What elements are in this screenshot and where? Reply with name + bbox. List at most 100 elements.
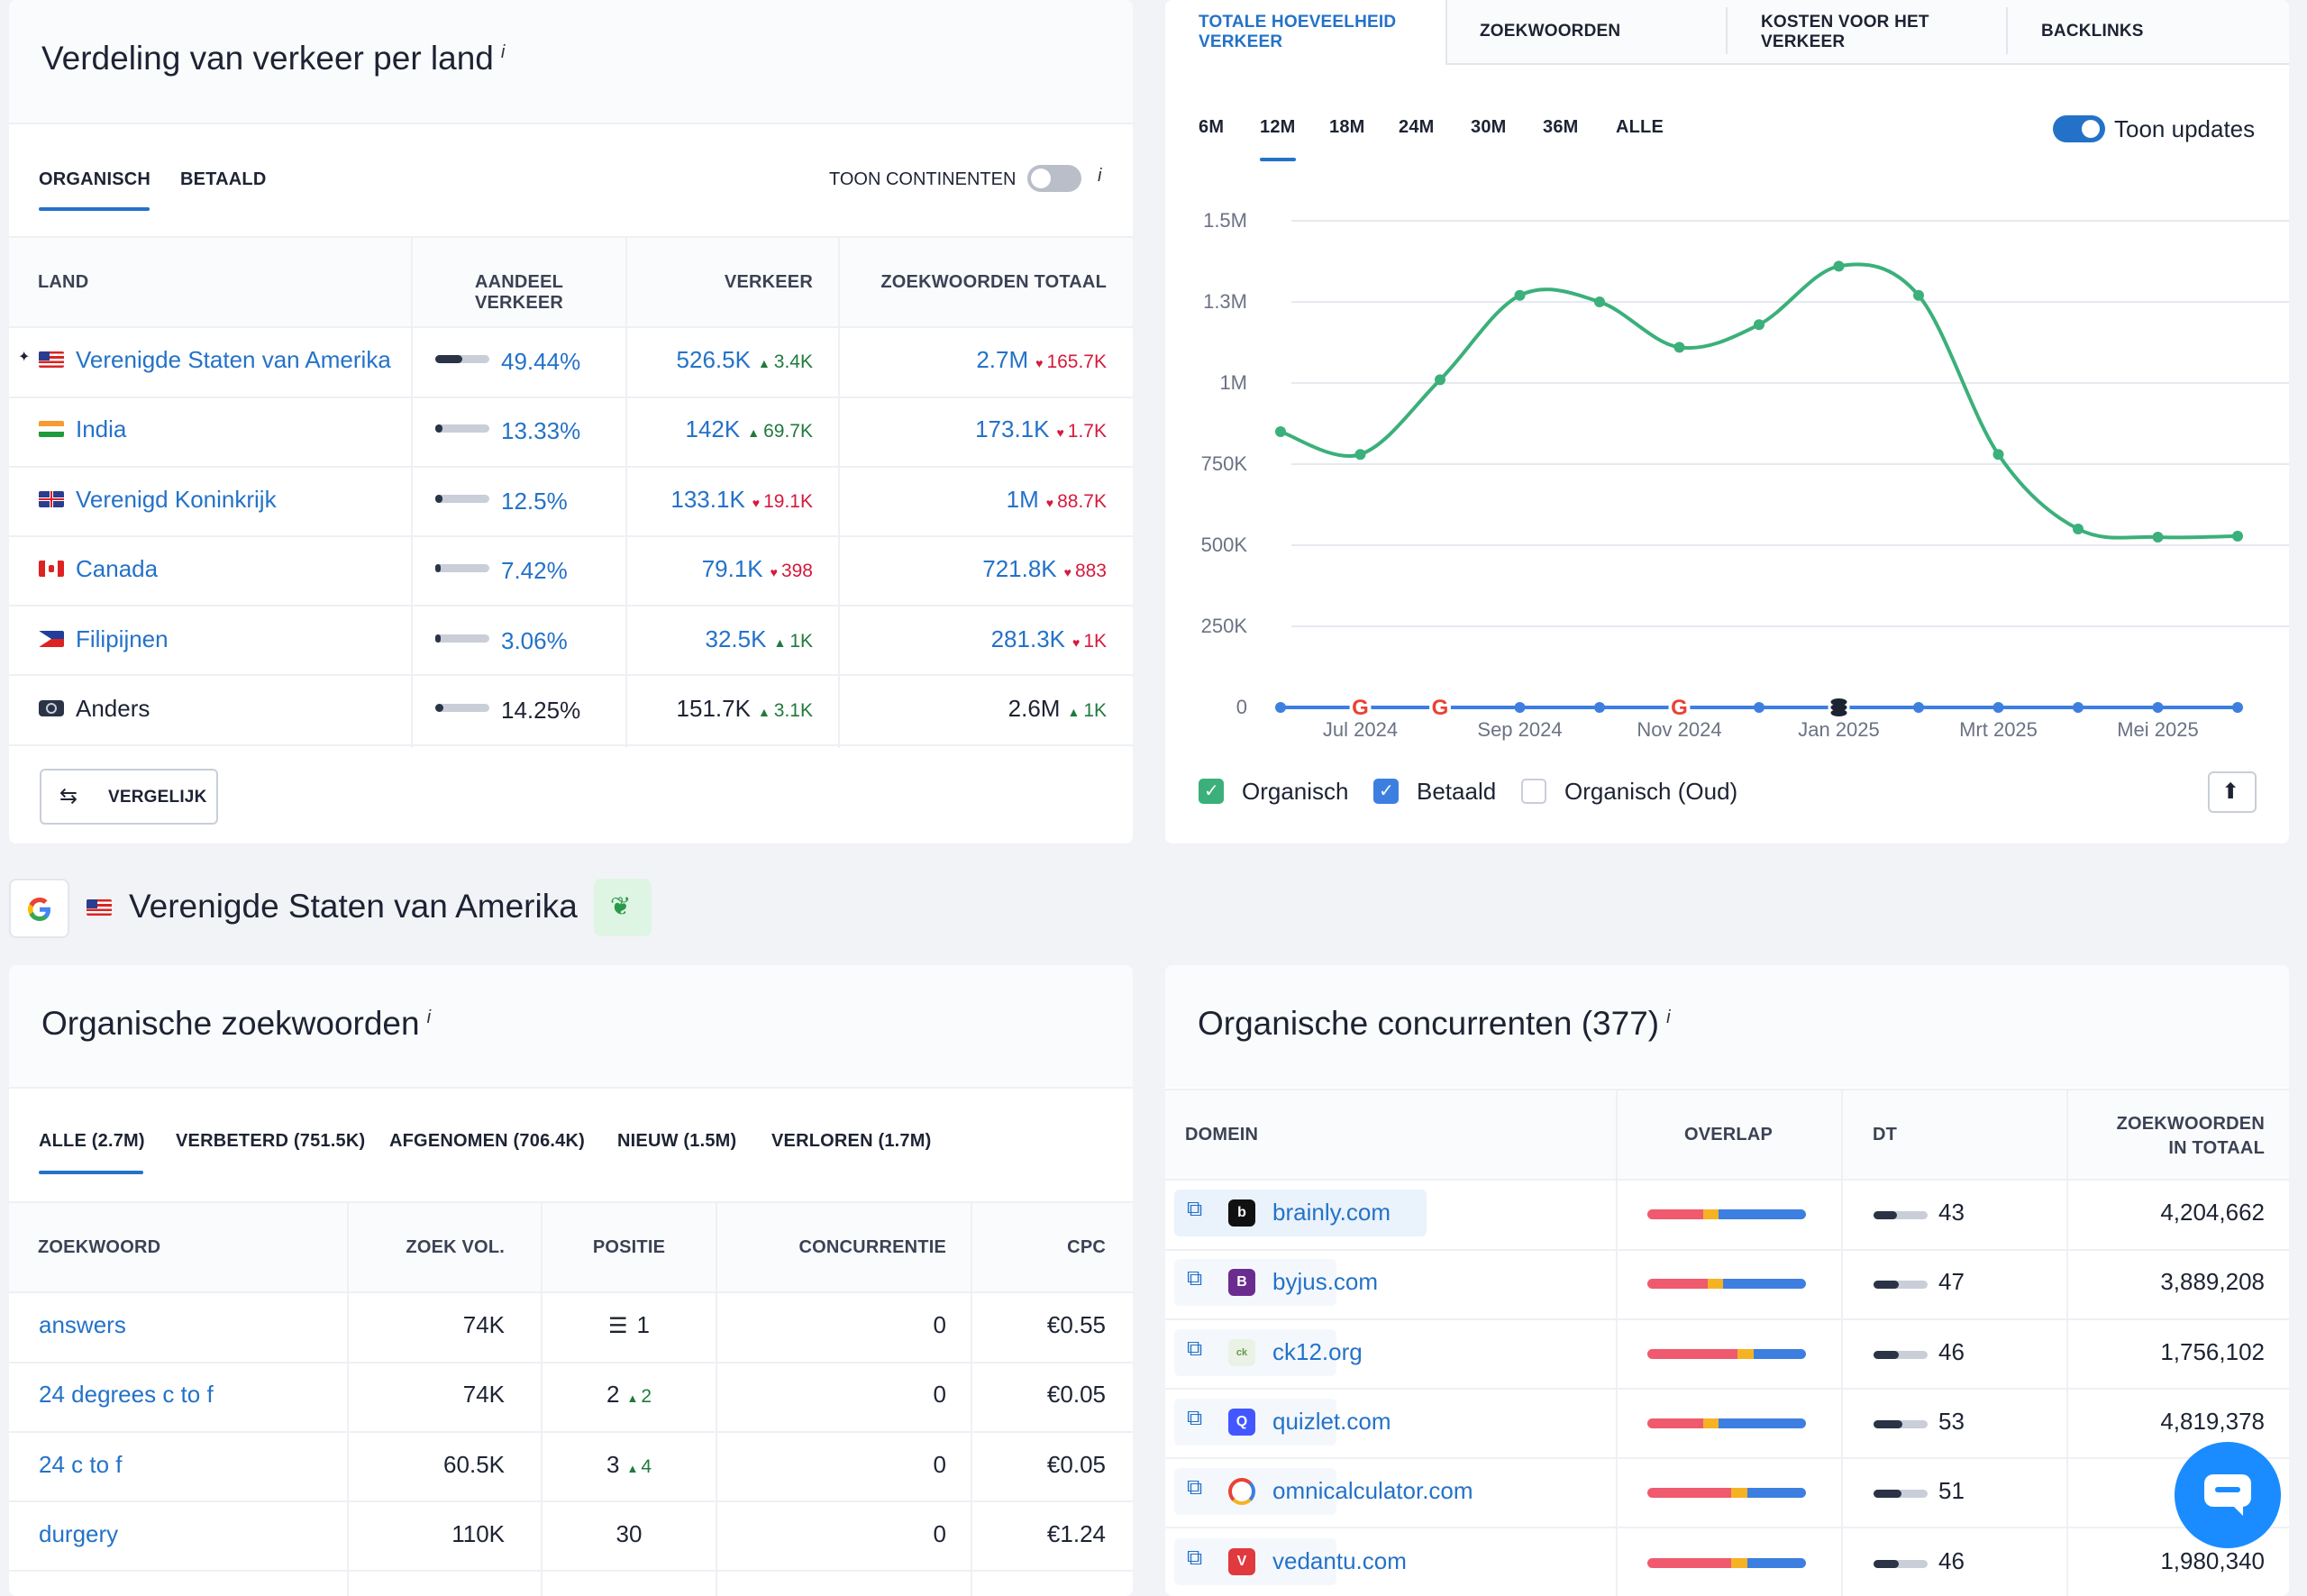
competitor-row[interactable]: ⧉omnicalculator.com511,9 [1165, 1457, 2289, 1527]
export-button[interactable]: ⬆ [2208, 771, 2257, 813]
google-update-icon[interactable]: G [1350, 696, 1372, 720]
external-link-icon[interactable]: ⧉ [1187, 1546, 1202, 1571]
info-icon[interactable]: i [427, 1008, 431, 1027]
legend-organic-checkbox[interactable]: ✓ [1199, 779, 1224, 804]
google-engine-button[interactable] [9, 879, 69, 938]
keyword-tab-2[interactable]: AFGENOMEN (706.4K) [389, 1131, 585, 1152]
keyword-tab-1[interactable]: VERBETERD (751.5K) [176, 1131, 365, 1152]
green-leaf-badge[interactable]: ❦ [594, 879, 652, 936]
external-link-icon[interactable]: ⧉ [1187, 1475, 1202, 1500]
keywords-value[interactable]: 721.8K [982, 555, 1056, 582]
chat-widget-button[interactable] [2175, 1442, 2281, 1548]
show-updates-toggle[interactable] [2053, 115, 2105, 142]
data-point-paid[interactable] [1913, 702, 1924, 713]
range-18m[interactable]: 18M [1329, 117, 1365, 138]
column-header-domain[interactable]: DOMEIN [1185, 1125, 1258, 1145]
data-point-organic[interactable] [1754, 319, 1764, 330]
data-point-paid[interactable] [1275, 702, 1286, 713]
data-point-organic[interactable] [1435, 374, 1445, 385]
tab-betaald[interactable]: BETAALD [180, 169, 266, 190]
range-24m[interactable]: 24M [1399, 117, 1435, 138]
traffic-value[interactable]: 32.5K [706, 625, 767, 652]
legend-paid-checkbox[interactable]: ✓ [1373, 779, 1399, 804]
column-header-keywords[interactable]: ZOEKWOORDEN TOTAAL [847, 272, 1107, 293]
data-point-paid[interactable] [2153, 702, 2164, 713]
tab-total-traffic[interactable]: TOTALE HOEVEELHEID VERKEER [1199, 13, 1415, 52]
range-12m[interactable]: 12M [1260, 117, 1296, 138]
tab-organisch[interactable]: ORGANISCH [39, 169, 150, 190]
domain-link[interactable]: quizlet.com [1272, 1408, 1391, 1436]
info-icon[interactable]: i [501, 42, 505, 62]
domain-link[interactable]: vedantu.com [1272, 1547, 1407, 1575]
country-name[interactable]: Filipijnen [76, 625, 169, 653]
range-6m[interactable]: 6M [1199, 117, 1224, 138]
data-point-organic[interactable] [1834, 260, 1845, 271]
keyword-link[interactable]: durgery [39, 1520, 118, 1548]
data-point-organic[interactable] [1515, 290, 1526, 301]
toggle-continents-switch[interactable] [1027, 165, 1081, 192]
data-point-organic[interactable] [1594, 296, 1605, 307]
data-point-organic[interactable] [2073, 524, 2084, 534]
keyword-link[interactable]: answers [39, 1311, 126, 1339]
column-header-total-keywords[interactable]: ZOEKWOORDEN IN TOTAAL [2093, 1112, 2265, 1161]
google-update-icon[interactable]: G [1669, 696, 1691, 720]
column-header-traffic[interactable]: VERKEER [640, 272, 813, 293]
keywords-value[interactable]: 173.1K [975, 415, 1049, 442]
range-36m[interactable]: 36M [1543, 117, 1579, 138]
traffic-value[interactable]: 133.1K [670, 486, 744, 513]
external-link-icon[interactable]: ⧉ [1187, 1266, 1202, 1291]
country-name[interactable]: India [76, 415, 126, 443]
google-update-icon[interactable]: G [1429, 696, 1451, 720]
column-header-overlap[interactable]: OVERLAP [1625, 1125, 1832, 1145]
domain-link[interactable]: omnicalculator.com [1272, 1477, 1473, 1505]
data-point-organic[interactable] [1674, 342, 1685, 352]
traffic-value[interactable]: 526.5K [677, 346, 751, 373]
column-header-position[interactable]: POSITIE [543, 1237, 716, 1258]
column-header-volume[interactable]: ZOEK VOL. [360, 1237, 505, 1258]
range-alle[interactable]: ALLE [1616, 117, 1664, 138]
data-point-organic[interactable] [1275, 426, 1286, 437]
compare-button[interactable]: ⇆ VERGELIJK [40, 769, 218, 825]
external-link-icon[interactable]: ⧉ [1187, 1336, 1202, 1362]
domain-link[interactable]: ck12.org [1272, 1338, 1363, 1366]
column-header-keyword[interactable]: ZOEKWOORD [38, 1237, 160, 1258]
keywords-value[interactable]: 281.3K [991, 625, 1065, 652]
legend-organic-old-checkbox[interactable] [1521, 779, 1546, 804]
traffic-value[interactable]: 142K [686, 415, 741, 442]
tab-traffic-cost[interactable]: KOSTEN VOOR HET VERKEER [1761, 13, 1968, 52]
pin-icon[interactable]: ✦ [18, 348, 30, 366]
data-point-organic[interactable] [2153, 532, 2164, 543]
data-point-paid[interactable] [2232, 702, 2243, 713]
country-name[interactable]: Canada [76, 555, 158, 583]
column-header-land[interactable]: LAND [38, 272, 88, 293]
keyword-link[interactable]: 24 degrees c to f [39, 1381, 214, 1409]
data-point-paid[interactable] [1594, 702, 1605, 713]
country-name[interactable]: Verenigde Staten van Amerika [76, 346, 391, 374]
domain-link[interactable]: byjus.com [1272, 1268, 1378, 1296]
tab-keywords[interactable]: ZOEKWOORDEN [1480, 22, 1620, 41]
keyword-tab-0[interactable]: ALLE (2.7M) [39, 1131, 145, 1152]
range-30m[interactable]: 30M [1471, 117, 1507, 138]
traffic-value[interactable]: 79.1K [702, 555, 763, 582]
tab-backlinks[interactable]: BACKLINKS [2041, 22, 2144, 41]
column-header-share[interactable]: AANDEEL VERKEER [429, 272, 609, 314]
column-header-competition[interactable]: CONCURRENTIE [721, 1237, 946, 1258]
column-header-cpc[interactable]: CPC [973, 1237, 1106, 1258]
external-link-icon[interactable]: ⧉ [1187, 1406, 1202, 1431]
database-update-icon[interactable] [1828, 697, 1850, 718]
keyword-tab-4[interactable]: VERLOREN (1.7M) [771, 1131, 931, 1152]
keyword-link[interactable]: 24 c to f [39, 1451, 123, 1479]
